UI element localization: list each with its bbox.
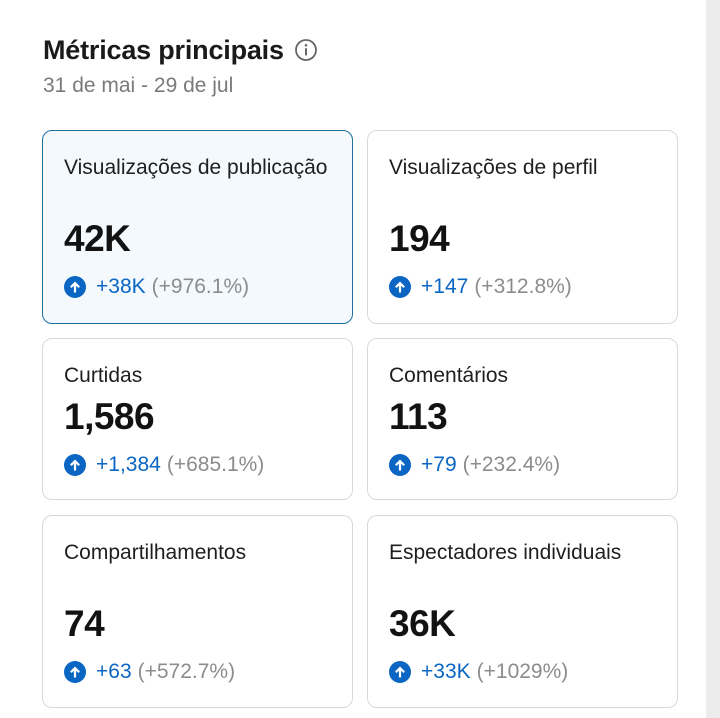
metric-card-post-views[interactable]: Visualizações de publicação 42K +38K (+9… <box>42 130 353 324</box>
metric-change: +79 (+232.4%) <box>389 449 656 481</box>
arrow-up-circle-icon <box>389 454 411 476</box>
metric-percent: (+572.7%) <box>137 660 236 683</box>
arrow-up-circle-icon <box>64 661 86 683</box>
metric-label: Curtidas <box>64 364 143 387</box>
metric-value: 1,586 <box>64 396 155 437</box>
metric-delta: +63 <box>96 660 132 683</box>
metric-label: Comentários <box>389 364 509 387</box>
metric-delta: +38K <box>96 275 146 298</box>
arrow-up-circle-icon <box>64 276 86 298</box>
metric-value: 194 <box>389 218 450 259</box>
metric-percent: (+685.1%) <box>166 453 265 476</box>
metric-card-shares[interactable]: Compartilhamentos 74 +63 (+572.7%) <box>42 515 353 708</box>
metric-card-unique-viewers[interactable]: Espectadores individuais 36K +33K (+1029… <box>367 515 678 708</box>
metric-label: Compartilhamentos <box>64 541 247 564</box>
metric-change: +147 (+312.8%) <box>389 271 656 303</box>
metric-change: +63 (+572.7%) <box>64 656 331 688</box>
metric-card-likes[interactable]: Curtidas 1,586 +1,384 (+685.1%) <box>42 338 353 500</box>
title-row: Métricas principais <box>43 30 683 70</box>
metric-value: 74 <box>64 603 105 644</box>
arrow-up-circle-icon <box>389 276 411 298</box>
metric-change: +1,384 (+685.1%) <box>64 449 331 481</box>
metric-delta: +147 <box>421 275 469 298</box>
metric-percent: (+1029%) <box>476 660 569 683</box>
metric-value: 36K <box>389 603 456 644</box>
metric-percent: (+976.1%) <box>151 275 250 298</box>
arrow-up-circle-icon <box>64 454 86 476</box>
metric-label: Visualizações de perfil <box>389 156 598 179</box>
metric-label: Espectadores individuais <box>389 541 622 564</box>
date-range: 31 de mai - 29 de jul <box>43 74 234 97</box>
metric-change: +38K (+976.1%) <box>64 271 331 303</box>
metric-percent: (+312.8%) <box>474 275 572 298</box>
arrow-up-circle-icon <box>389 661 411 683</box>
metric-card-profile-views[interactable]: Visualizações de perfil 194 +147 (+312.8… <box>367 130 678 324</box>
panel-title: Métricas principais <box>43 34 284 65</box>
metric-delta: +1,384 <box>96 453 161 476</box>
metric-value: 42K <box>64 218 131 259</box>
metric-change: +33K (+1029%) <box>389 656 656 688</box>
metric-percent: (+232.4%) <box>462 453 561 476</box>
metric-delta: +79 <box>421 453 457 476</box>
metrics-header: Métricas principais 31 de mai - 29 de ju… <box>43 30 683 98</box>
metric-label: Visualizações de publicação <box>64 156 328 179</box>
metric-value: 113 <box>389 396 448 437</box>
metric-delta: +33K <box>421 660 471 683</box>
metric-card-comments[interactable]: Comentários 113 +79 (+232.4%) <box>367 338 678 500</box>
info-icon[interactable] <box>294 38 318 62</box>
